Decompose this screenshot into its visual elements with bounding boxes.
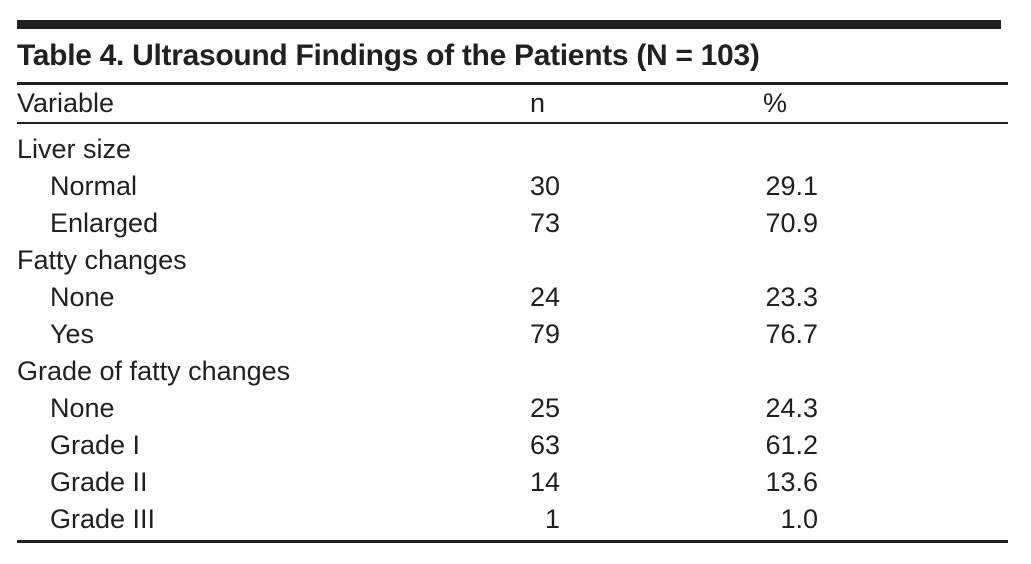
cell-n: 79 (529, 319, 560, 349)
table-row: None 24 23.3 (17, 279, 1008, 316)
row-label: Grade I (50, 430, 141, 460)
row-label: Enlarged (50, 208, 159, 238)
cell-n: 14 (529, 467, 560, 497)
cell-percent: 70.9 (765, 208, 818, 238)
table-row: Grade III 1 1.0 (17, 501, 1008, 538)
row-label: Grade of fatty changes (17, 356, 291, 386)
table-content: Table 4. Ultrasound Findings of the Pati… (17, 20, 1008, 543)
table-row: Grade II 14 13.6 (17, 464, 1008, 501)
table-row: Fatty changes (17, 242, 1008, 279)
row-label: Fatty changes (17, 245, 187, 275)
table-row: Liver size (17, 123, 1008, 168)
row-label: Yes (50, 319, 95, 349)
row-label: Liver size (17, 134, 132, 164)
cell-n: 63 (529, 430, 560, 460)
cell-percent: 24.3 (765, 393, 818, 423)
row-label: None (50, 393, 115, 423)
cell-percent: 1.0 (780, 504, 818, 534)
cell-percent: 76.7 (765, 319, 818, 349)
row-label: Normal (50, 171, 138, 201)
header-row: Variable n % (17, 85, 1008, 124)
column-header-variable: Variable (17, 85, 507, 124)
data-table: Variable n % Liver size Normal 30 29.1 E… (17, 85, 1008, 538)
cell-n (507, 353, 560, 390)
table-row: Grade I 63 61.2 (17, 427, 1008, 464)
bottom-rule (17, 540, 1008, 543)
cell-n (507, 123, 560, 168)
cell-percent: 23.3 (765, 282, 818, 312)
top-rule (17, 20, 1001, 29)
title-rule (17, 82, 1008, 85)
column-header-n: n (507, 85, 560, 124)
cell-percent: 61.2 (765, 430, 818, 460)
cell-percent (560, 242, 1008, 279)
table-row: Grade of fatty changes (17, 353, 1008, 390)
cell-n: 25 (529, 393, 560, 423)
cell-n: 73 (529, 208, 560, 238)
column-header-percent: % (560, 85, 1008, 124)
cell-percent: 29.1 (765, 171, 818, 201)
cell-percent: 13.6 (765, 467, 818, 497)
table-row: None 25 24.3 (17, 390, 1008, 427)
cell-n (507, 242, 560, 279)
cell-n: 1 (544, 504, 560, 534)
table-body: Liver size Normal 30 29.1 Enlarged 73 70… (17, 123, 1008, 538)
table-title: Table 4. Ultrasound Findings of the Pati… (17, 39, 760, 72)
row-label: Grade III (50, 504, 156, 534)
cell-percent (560, 123, 1008, 168)
table-row: Enlarged 73 70.9 (17, 205, 1008, 242)
cell-n: 24 (529, 282, 560, 312)
cell-n: 30 (529, 171, 560, 201)
table-row: Normal 30 29.1 (17, 168, 1008, 205)
row-label: Grade II (50, 467, 148, 497)
table-row: Yes 79 76.7 (17, 316, 1008, 353)
cell-percent (560, 353, 1008, 390)
row-label: None (50, 282, 115, 312)
